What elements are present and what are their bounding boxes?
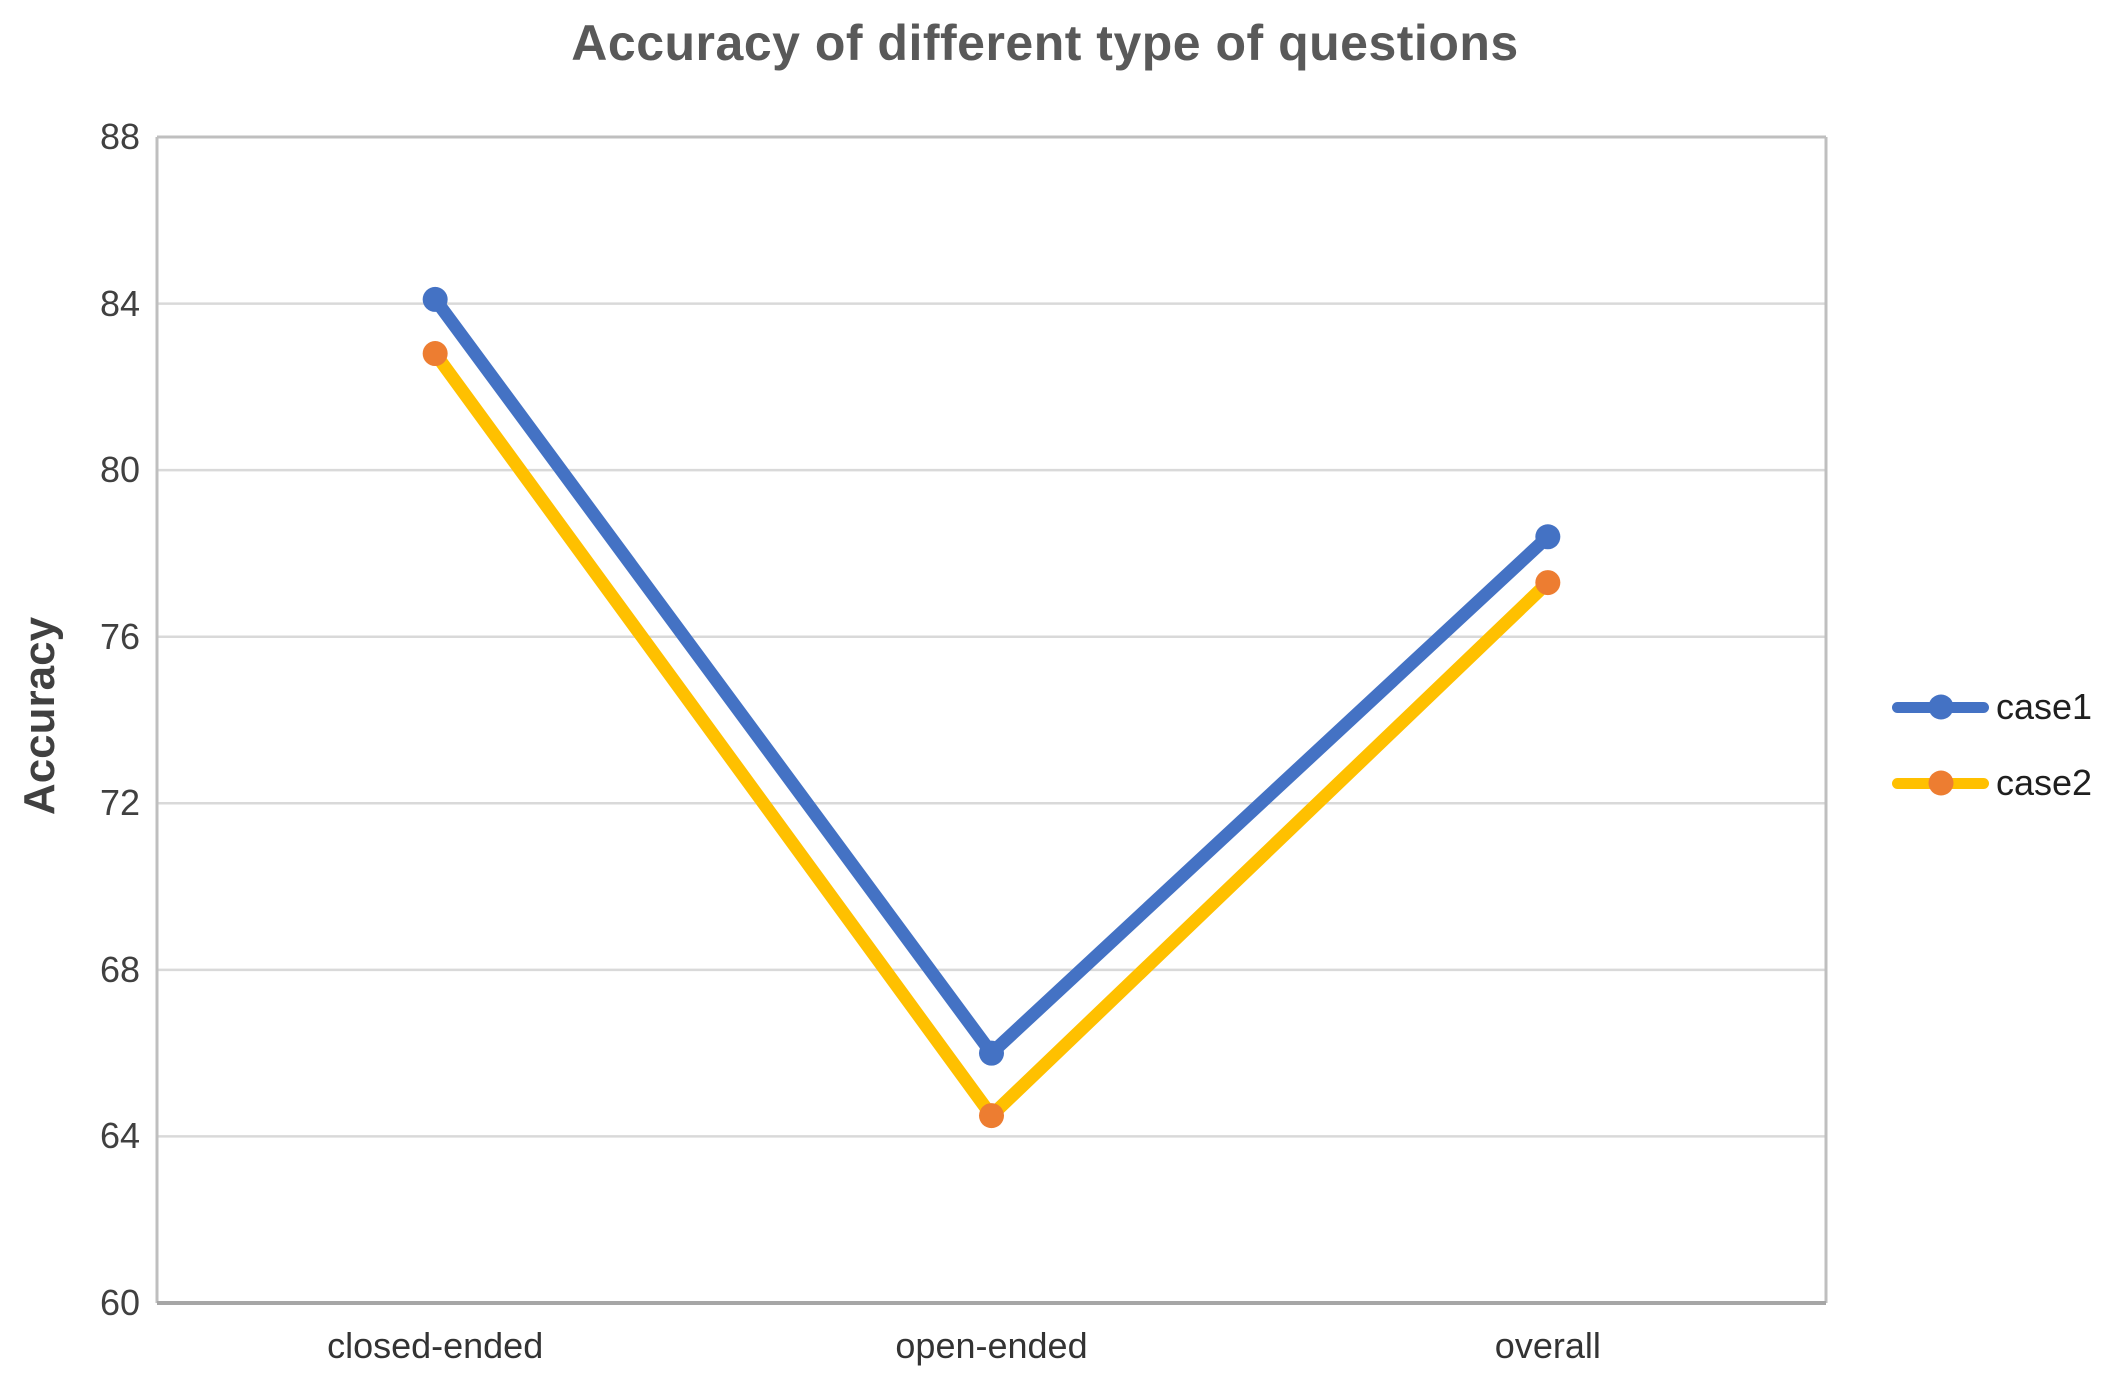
marker-case1-overall — [1535, 524, 1561, 550]
legend-label: case1 — [1996, 686, 2093, 727]
legend-marker-dot — [1928, 770, 1953, 796]
marker-case1-open-ended — [979, 1040, 1004, 1066]
marker-case2-overall — [1535, 570, 1561, 596]
y-tick-label: 84 — [99, 282, 140, 324]
legend-item-case2: case2 — [1892, 762, 2092, 804]
y-tick-label: 80 — [99, 449, 140, 491]
x-category-label: overall — [1494, 1325, 1601, 1366]
y-tick-label: 76 — [99, 615, 140, 657]
y-tick-label: 64 — [99, 1115, 140, 1157]
legend-label: case2 — [1996, 762, 2093, 803]
y-tick-label: 60 — [99, 1282, 140, 1323]
legend-marker-dot — [1928, 694, 1953, 720]
x-category-label: open-ended — [895, 1325, 1088, 1366]
y-tick-label: 68 — [99, 948, 140, 990]
marker-case2-open-ended — [979, 1103, 1004, 1129]
legend-line-sample — [1892, 694, 1989, 720]
y-tick-label: 88 — [99, 116, 140, 157]
series-line-case1 — [428, 292, 1555, 1060]
legend-item-case1: case1 — [1892, 686, 2092, 728]
chart-title: Accuracy of different type of questions — [571, 15, 1519, 71]
marker-case2-closed-ended — [422, 341, 448, 367]
x-category-label: closed-ended — [327, 1325, 544, 1366]
legend-line-sample — [1892, 770, 1989, 796]
y-tick-label: 72 — [99, 782, 140, 824]
marker-case1-closed-ended — [422, 286, 448, 312]
series-line-case2 — [428, 347, 1555, 1123]
